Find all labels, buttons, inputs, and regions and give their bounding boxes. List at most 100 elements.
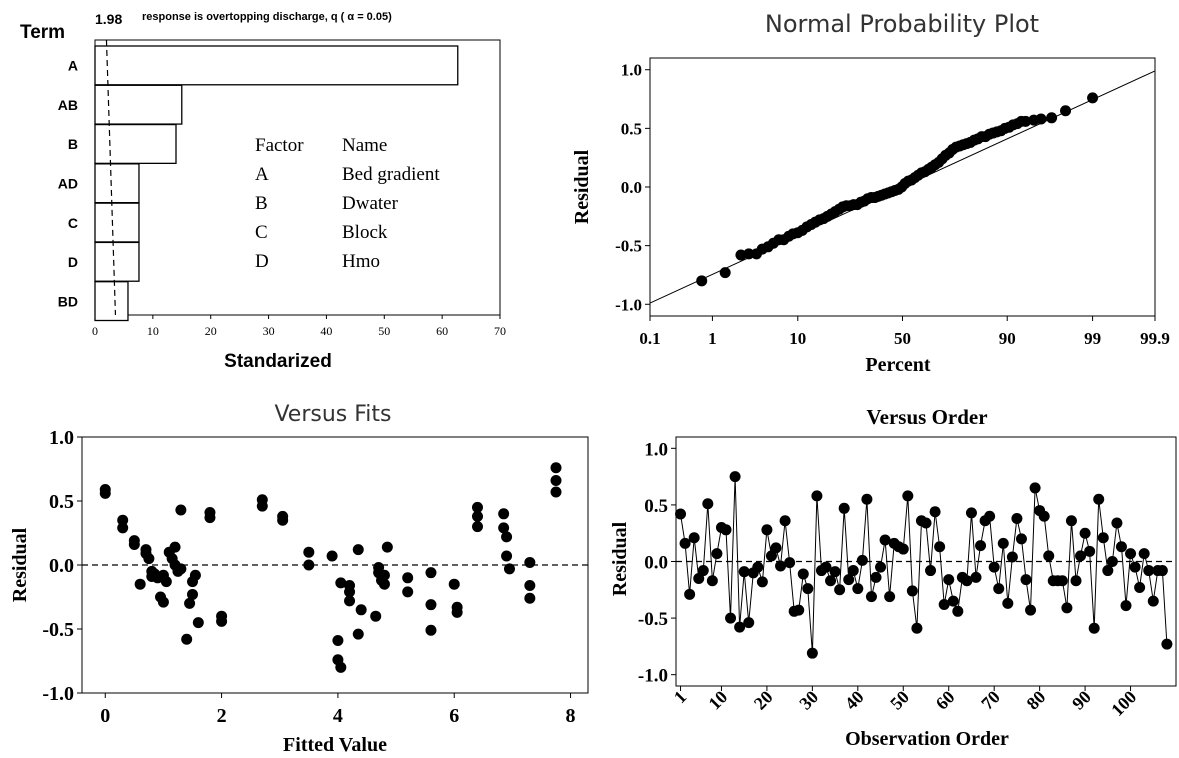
vo-point	[975, 540, 987, 552]
vo-point	[775, 560, 787, 572]
vo-point	[1102, 565, 1114, 577]
vo-point	[988, 561, 1000, 573]
vo-point	[688, 532, 700, 544]
vo-point	[902, 490, 914, 502]
vo-point	[697, 565, 709, 577]
vo-point	[1093, 493, 1105, 505]
npp-point	[1035, 113, 1047, 125]
vf-point	[381, 541, 393, 553]
vo-point	[1025, 604, 1037, 616]
vo-point	[970, 571, 982, 583]
pareto-x-tick-label: 50	[378, 324, 390, 338]
pareto-category-label: B	[68, 136, 78, 152]
vo-point	[1011, 512, 1023, 524]
vo-point	[1061, 602, 1073, 614]
vf-x-tick-label: 4	[333, 705, 343, 727]
vf-point	[344, 586, 356, 598]
npp-y-tick-label: 0.0	[621, 178, 642, 197]
pareto-x-tick-label: 70	[494, 324, 506, 338]
vf-point	[355, 604, 367, 616]
vo-point	[793, 604, 805, 616]
vf-point	[344, 595, 356, 607]
vo-point	[920, 517, 932, 529]
vf-point	[501, 550, 513, 562]
pareto-bar	[94, 163, 140, 204]
vo-point	[938, 599, 950, 611]
npp-y-tick-label: -1.0	[615, 295, 642, 314]
vo-x-ticks: 1 10 20 30 40 50 60 70 80 90 100	[670, 686, 1140, 720]
vo-y-tick-label: 1.0	[644, 439, 668, 460]
npp-point	[696, 275, 708, 287]
vf-x-tick-label: 0	[100, 705, 110, 727]
vf-point	[117, 522, 129, 534]
vf-point	[216, 615, 228, 627]
vf-point	[550, 462, 562, 474]
vo-point	[1088, 622, 1100, 634]
vo-point	[911, 622, 923, 634]
vo-point	[1038, 510, 1050, 522]
vf-point	[524, 592, 536, 604]
vf-point	[335, 577, 347, 589]
vo-point	[1015, 533, 1027, 545]
vf-title: Versus Fits	[274, 402, 391, 427]
vo-point	[993, 583, 1005, 595]
vo-x-tick-label: 90	[1068, 687, 1095, 714]
npp-y-ticks: -1.0 -0.5 0.0 0.5 1.0	[615, 61, 650, 314]
legend-name-c: Block	[342, 222, 388, 243]
vf-point	[99, 487, 111, 499]
versus-order-plot: Versus Order 1 10 20 30 40 50 60 70 80 90 100 -1.0…	[609, 405, 1177, 750]
vo-x-tick-label: 80	[1023, 687, 1050, 714]
vo-point	[1097, 532, 1109, 544]
vo-point	[1147, 595, 1159, 607]
vo-point	[865, 591, 877, 603]
vo-point	[734, 621, 746, 633]
vo-point	[829, 566, 841, 578]
npp-x-tick-label: 1	[708, 329, 717, 348]
vo-point	[820, 561, 832, 573]
pareto-x-tick-label: 60	[436, 324, 448, 338]
npp-x-tick-label: 0.1	[639, 329, 660, 348]
npp-x-ticks: 0.1 1 10 50 90 99 99.9	[639, 316, 1170, 348]
vf-point	[204, 512, 216, 524]
legend-name-d: Hmo	[342, 251, 380, 272]
vo-point	[1156, 565, 1168, 577]
vo-point	[1120, 600, 1132, 612]
vf-point	[471, 521, 483, 533]
vo-point	[770, 542, 782, 554]
vf-point	[335, 661, 347, 673]
vo-point	[802, 583, 814, 595]
vo-point	[875, 561, 887, 573]
pareto-ref-value-label: 1.98	[95, 11, 122, 27]
versus-fits-plot: Versus Fits 0 2 4 6 8 -1.0 -0.5 0.0 0.5 1.0 Fitt…	[9, 402, 589, 756]
vo-point	[838, 502, 850, 514]
vf-point	[402, 572, 414, 584]
vf-point	[370, 610, 382, 622]
vo-title: Versus Order	[866, 405, 987, 429]
legend-factor-d: D	[255, 251, 269, 272]
vf-point	[157, 596, 169, 608]
vf-y-ticks: -1.0 -0.5 0.0 0.5 1.0	[42, 427, 82, 705]
vo-point	[1138, 548, 1150, 560]
pareto-bar	[94, 202, 140, 243]
legend-factor-a: A	[255, 164, 269, 185]
vf-point	[425, 624, 437, 636]
vo-point	[947, 595, 959, 607]
npp-points	[696, 92, 1099, 287]
vo-point	[784, 557, 796, 569]
vo-point	[1056, 575, 1068, 587]
vo-point	[1084, 545, 1096, 557]
vo-point	[1002, 597, 1014, 609]
vf-point	[160, 576, 172, 588]
vo-point	[1115, 541, 1127, 553]
legend-header-factor: Factor	[255, 135, 304, 156]
vf-point	[352, 544, 364, 556]
vf-point	[550, 475, 562, 487]
vo-point	[879, 534, 891, 546]
vf-point	[471, 510, 483, 522]
vf-point	[326, 550, 338, 562]
pareto-category-label: AB	[58, 97, 78, 113]
vo-point	[861, 493, 873, 505]
vo-point	[743, 617, 755, 629]
vo-point	[797, 568, 809, 580]
